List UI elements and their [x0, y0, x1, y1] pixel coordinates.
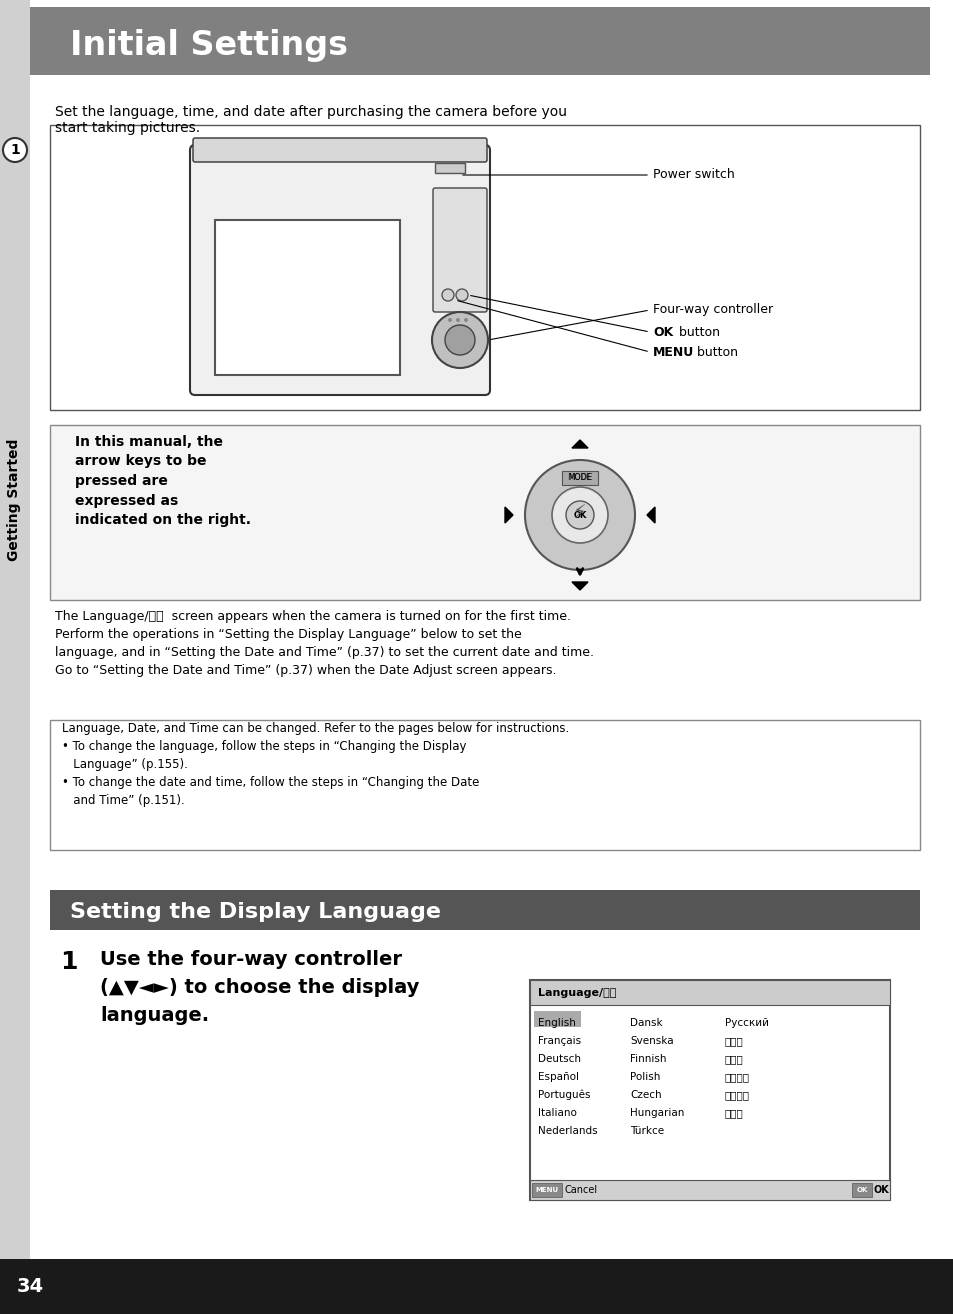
Bar — [530, 980, 889, 1005]
Circle shape — [448, 318, 452, 322]
Bar — [0, 1259, 953, 1314]
Circle shape — [441, 289, 454, 301]
Text: Set the language, time, and date after purchasing the camera before you
start ta: Set the language, time, and date after p… — [55, 105, 566, 135]
Circle shape — [432, 311, 488, 368]
Polygon shape — [504, 507, 513, 523]
Text: Português: Português — [537, 1089, 590, 1100]
Text: English: English — [537, 1018, 576, 1028]
Text: Setting the Display Language: Setting the Display Language — [70, 901, 440, 922]
Text: Four-way controller: Four-way controller — [652, 304, 772, 317]
Text: MODE: MODE — [567, 473, 592, 481]
Text: Getting Started: Getting Started — [7, 439, 21, 561]
FancyBboxPatch shape — [30, 7, 929, 75]
Text: OK: OK — [856, 1187, 867, 1193]
FancyBboxPatch shape — [50, 720, 919, 850]
Text: 中文繁體: 中文繁體 — [724, 1072, 749, 1081]
Circle shape — [524, 460, 635, 570]
Polygon shape — [646, 507, 655, 523]
Text: Initial Settings: Initial Settings — [70, 29, 348, 62]
Bar — [214, 219, 399, 374]
Text: Italiano: Italiano — [537, 1108, 577, 1118]
Text: The Language/言語  screen appears when the camera is turned on for the first time.: The Language/言語 screen appears when the … — [55, 610, 594, 677]
Bar — [534, 1010, 580, 1028]
Bar — [851, 1183, 871, 1197]
Bar — [530, 980, 889, 1200]
Text: 한국어: 한국어 — [724, 1054, 743, 1064]
Text: MENU: MENU — [652, 346, 694, 359]
Circle shape — [3, 138, 27, 162]
FancyBboxPatch shape — [50, 125, 919, 410]
Text: Nederlands: Nederlands — [537, 1126, 597, 1137]
Text: button: button — [670, 326, 720, 339]
Text: OK: OK — [573, 511, 586, 519]
Text: ไทย: ไทย — [724, 1035, 743, 1046]
Text: In this manual, the
arrow keys to be
pressed are
expressed as
indicated on the r: In this manual, the arrow keys to be pre… — [75, 435, 251, 527]
FancyBboxPatch shape — [50, 424, 919, 600]
FancyBboxPatch shape — [193, 138, 486, 162]
Text: Русский: Русский — [724, 1018, 768, 1028]
Text: 中文简体: 中文简体 — [724, 1091, 749, 1100]
Bar — [435, 163, 464, 173]
Text: ⚡: ⚡ — [572, 503, 585, 523]
Text: Hungarian: Hungarian — [629, 1108, 683, 1118]
Text: Finnish: Finnish — [629, 1054, 666, 1064]
Bar — [0, 0, 30, 1271]
Text: Español: Español — [537, 1072, 578, 1081]
Text: Use the four-way controller
(▲▼◄►) to choose the display
language.: Use the four-way controller (▲▼◄►) to ch… — [100, 950, 419, 1025]
Circle shape — [552, 487, 607, 543]
Circle shape — [456, 318, 459, 322]
Text: 34: 34 — [16, 1277, 44, 1297]
Circle shape — [456, 289, 468, 301]
Text: Français: Français — [537, 1035, 580, 1046]
Text: Deutsch: Deutsch — [537, 1054, 580, 1064]
Bar — [532, 1183, 561, 1197]
Text: Polish: Polish — [629, 1072, 659, 1081]
Text: Dansk: Dansk — [629, 1018, 662, 1028]
Text: Cancel: Cancel — [564, 1185, 598, 1194]
Text: 1: 1 — [10, 143, 20, 156]
FancyBboxPatch shape — [50, 890, 919, 930]
Text: Language, Date, and Time can be changed. Refer to the pages below for instructio: Language, Date, and Time can be changed.… — [62, 721, 569, 807]
Text: OK: OK — [873, 1185, 889, 1194]
Text: button: button — [688, 346, 738, 359]
Text: Language/言語: Language/言語 — [537, 988, 616, 999]
Polygon shape — [572, 582, 587, 590]
Text: 1: 1 — [60, 950, 77, 974]
Text: MODE: MODE — [568, 473, 591, 482]
Text: Power switch: Power switch — [652, 168, 734, 181]
Text: Svenska: Svenska — [629, 1035, 673, 1046]
Text: OK: OK — [652, 326, 673, 339]
Circle shape — [444, 325, 475, 355]
Bar — [561, 470, 598, 485]
FancyBboxPatch shape — [433, 188, 486, 311]
Bar — [530, 1180, 889, 1200]
Text: Türkce: Türkce — [629, 1126, 663, 1137]
Text: MENU: MENU — [535, 1187, 558, 1193]
Text: Czech: Czech — [629, 1091, 661, 1100]
FancyBboxPatch shape — [190, 145, 490, 396]
Polygon shape — [572, 440, 587, 448]
Text: 日本語: 日本語 — [724, 1108, 743, 1118]
Circle shape — [565, 501, 594, 530]
Circle shape — [463, 318, 468, 322]
